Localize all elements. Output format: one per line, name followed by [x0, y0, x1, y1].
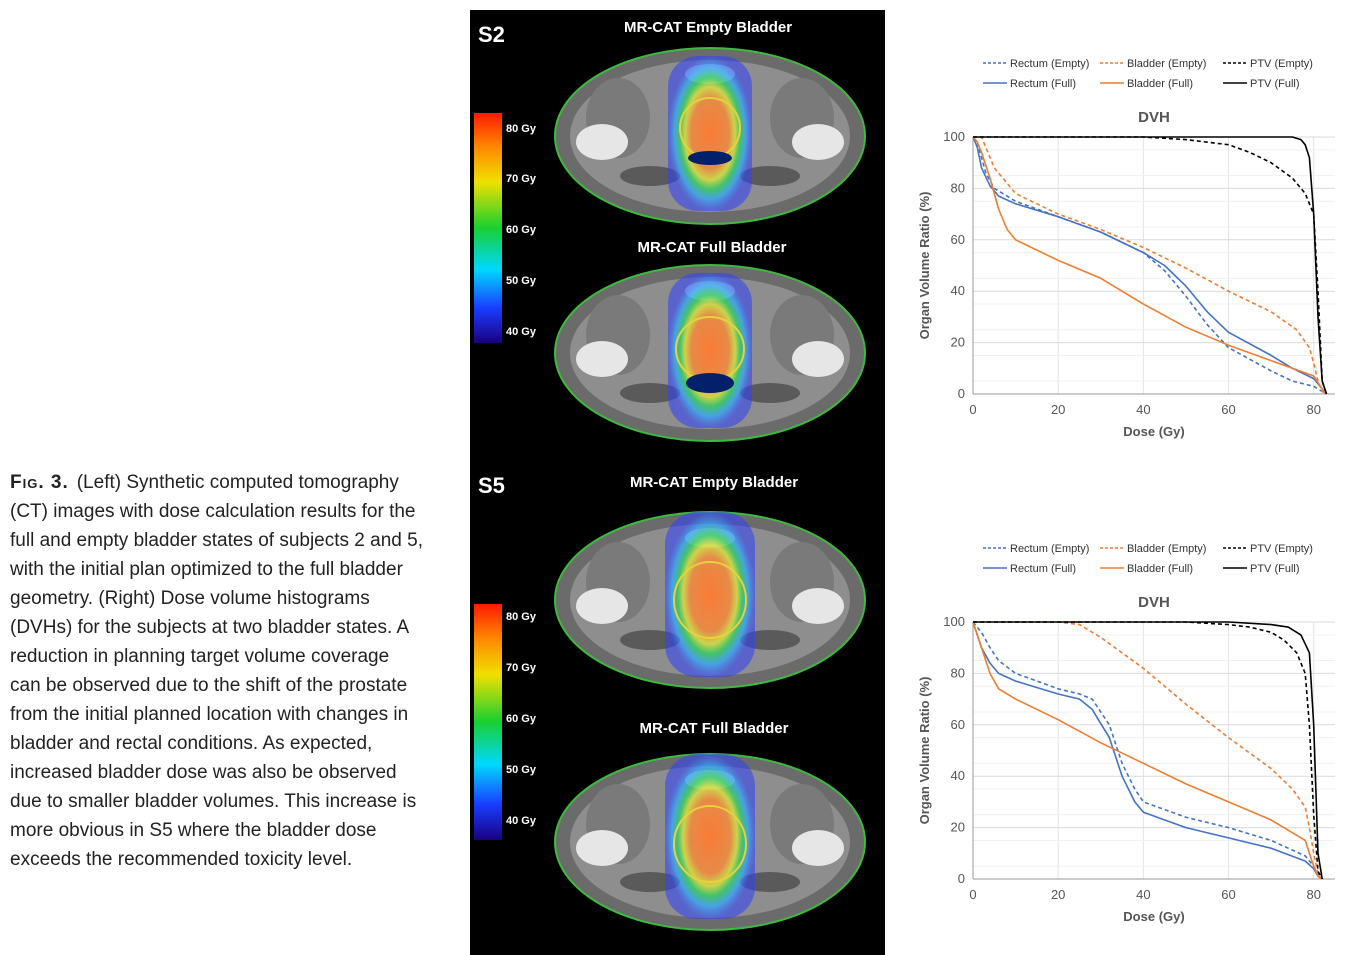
- s2-colorbar-tick: 60 Gy: [506, 224, 537, 236]
- x-tick-label: 60: [1221, 887, 1235, 902]
- s2-colorbar-tick: 70 Gy: [506, 173, 537, 185]
- legend-entry: Bladder (Full): [1127, 78, 1193, 90]
- caption-text: (Left) Synthetic computed tomography (CT…: [10, 472, 423, 870]
- legend-entry: Rectum (Full): [1010, 78, 1076, 90]
- dvh-chart-s2: Rectum (Empty) Bladder (Empty) PTV (Empty)…: [917, 58, 1335, 439]
- y-tick-label: 100: [943, 129, 965, 144]
- x-tick-label: 80: [1306, 402, 1320, 417]
- x-tick-label: 20: [1051, 402, 1065, 417]
- s2-full-ct-slice: [554, 264, 866, 442]
- y-axis-label: Organ Volume Ratio (%): [917, 192, 932, 340]
- x-tick-label: 40: [1136, 887, 1150, 902]
- figure-label: Fig. 3.: [10, 472, 69, 493]
- s5-full-ct-slice: [554, 753, 866, 931]
- s5-dose-colorbar: [474, 604, 502, 840]
- subject-label-s2: S2: [478, 22, 505, 47]
- y-tick-label: 60: [951, 717, 965, 732]
- chart-title: DVH: [1138, 109, 1170, 126]
- x-tick-label: 40: [1136, 402, 1150, 417]
- s2-empty-ct-slice: [554, 47, 866, 225]
- legend-entry: PTV (Empty): [1250, 543, 1313, 555]
- s2-dose-colorbar: [474, 113, 502, 343]
- y-tick-label: 100: [943, 614, 965, 629]
- x-tick-label: 60: [1221, 402, 1235, 417]
- x-axis-label: Dose (Gy): [1123, 424, 1184, 439]
- y-tick-label: 40: [951, 283, 965, 298]
- y-tick-label: 0: [958, 871, 965, 886]
- y-tick-label: 20: [951, 335, 965, 350]
- ct-dose-image: S2 MR-CAT Empty Bladder MR-CAT Full Blad…: [474, 19, 866, 931]
- legend-entry: Rectum (Empty): [1010, 543, 1089, 555]
- x-tick-label: 0: [969, 887, 976, 902]
- s5-empty-ct-slice: [554, 511, 866, 689]
- legend-entry: Bladder (Empty): [1127, 543, 1206, 555]
- s2-empty-title: MR-CAT Empty Bladder: [624, 19, 792, 36]
- s2-colorbar-tick: 80 Gy: [506, 123, 537, 135]
- s2-colorbar-tick: 40 Gy: [506, 326, 537, 338]
- legend-entry: PTV (Full): [1250, 563, 1300, 575]
- subject-label-s5: S5: [478, 473, 505, 498]
- series-line-bladder-full: [972, 136, 1328, 395]
- s5-full-title: MR-CAT Full Bladder: [640, 720, 789, 737]
- series-line-bladder-empty: [973, 136, 1327, 395]
- s2-full-title: MR-CAT Full Bladder: [638, 239, 787, 256]
- figure-caption: Fig. 3. (Left) Synthetic computed tomogra…: [10, 468, 425, 874]
- legend-entry: Rectum (Empty): [1010, 58, 1089, 70]
- series-line-ptv-empty: [973, 621, 1323, 880]
- chart-title: DVH: [1138, 594, 1170, 611]
- s2-colorbar-tick: 50 Gy: [506, 275, 537, 287]
- series-line-rectum-full: [972, 621, 1323, 880]
- series-line-rectum-empty: [972, 621, 1323, 880]
- ct-dose-image-panel: S2 MR-CAT Empty Bladder MR-CAT Full Blad…: [470, 10, 885, 955]
- legend-entry: Bladder (Full): [1127, 563, 1193, 575]
- x-tick-label: 80: [1306, 887, 1320, 902]
- y-tick-label: 0: [958, 386, 965, 401]
- series-line-bladder-full: [972, 621, 1323, 880]
- legend-entry: PTV (Empty): [1250, 58, 1313, 70]
- y-tick-label: 80: [951, 665, 965, 680]
- s5-colorbar-tick: 60 Gy: [506, 713, 537, 725]
- y-tick-label: 20: [951, 820, 965, 835]
- x-tick-label: 0: [969, 402, 976, 417]
- legend-entry: PTV (Full): [1250, 78, 1300, 90]
- legend-entry: Rectum (Full): [1010, 563, 1076, 575]
- legend-entry: Bladder (Empty): [1127, 58, 1206, 70]
- series-line-ptv-full: [973, 136, 1328, 395]
- s5-colorbar-tick: 80 Gy: [506, 611, 537, 623]
- series-line-ptv-empty: [973, 136, 1328, 395]
- y-tick-label: 80: [951, 180, 965, 195]
- s5-colorbar-tick: 70 Gy: [506, 662, 537, 674]
- s5-colorbar-tick: 50 Gy: [506, 764, 537, 776]
- dvh-chart-s5: Rectum (Empty) Bladder (Empty) PTV (Empty)…: [917, 543, 1335, 924]
- y-tick-label: 60: [951, 232, 965, 247]
- y-axis-label: Organ Volume Ratio (%): [917, 677, 932, 825]
- y-tick-label: 40: [951, 768, 965, 783]
- series-line-ptv-full: [973, 621, 1323, 880]
- s5-colorbar-tick: 40 Gy: [506, 815, 537, 827]
- s5-empty-title: MR-CAT Empty Bladder: [630, 474, 798, 491]
- x-tick-label: 20: [1051, 887, 1065, 902]
- x-axis-label: Dose (Gy): [1123, 909, 1184, 924]
- series-line-rectum-empty: [972, 136, 1327, 395]
